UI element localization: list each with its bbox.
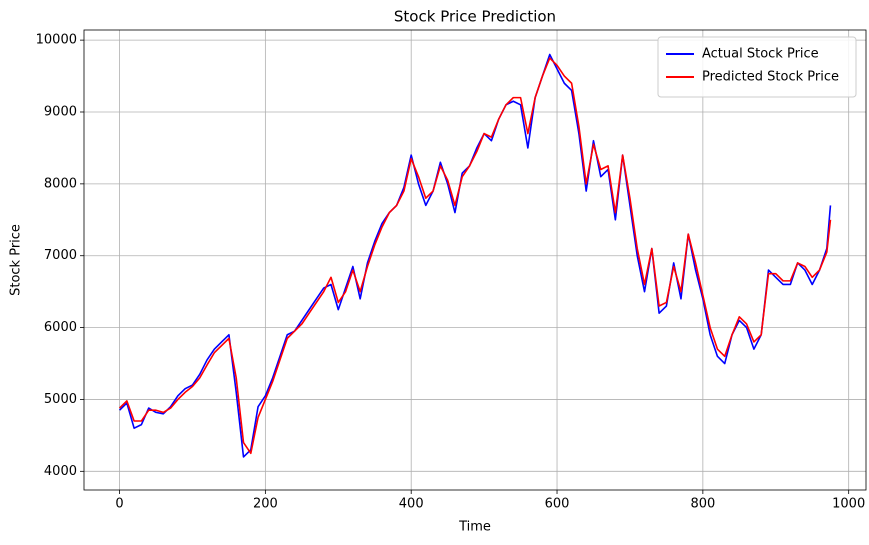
x-tick-label: 200 [253,497,278,512]
y-tick-label: 4000 [44,464,77,479]
series-line [118,53,832,458]
y-tick-label: 6000 [44,320,77,335]
series-line [118,57,832,455]
y-tick-label: 5000 [44,392,77,407]
legend-label: Predicted Stock Price [702,70,839,85]
x-tick-label: 0 [115,497,123,512]
axes-frame [83,29,867,491]
y-tick-label: 9000 [44,104,77,119]
legend-label: Actual Stock Price [702,47,819,62]
x-axis-label: Time [458,520,491,535]
y-tick-label: 10000 [36,33,77,48]
x-tick-label: 400 [399,497,424,512]
x-tick-label: 800 [690,497,715,512]
x-tick-label: 600 [545,497,570,512]
y-axis-label: Stock Price [9,224,24,296]
x-tick-label: 1000 [832,497,865,512]
chart-title: Stock Price Prediction [394,8,556,26]
legend-box [657,36,857,98]
y-tick-label: 7000 [44,248,77,263]
y-tick-label: 8000 [44,176,77,191]
